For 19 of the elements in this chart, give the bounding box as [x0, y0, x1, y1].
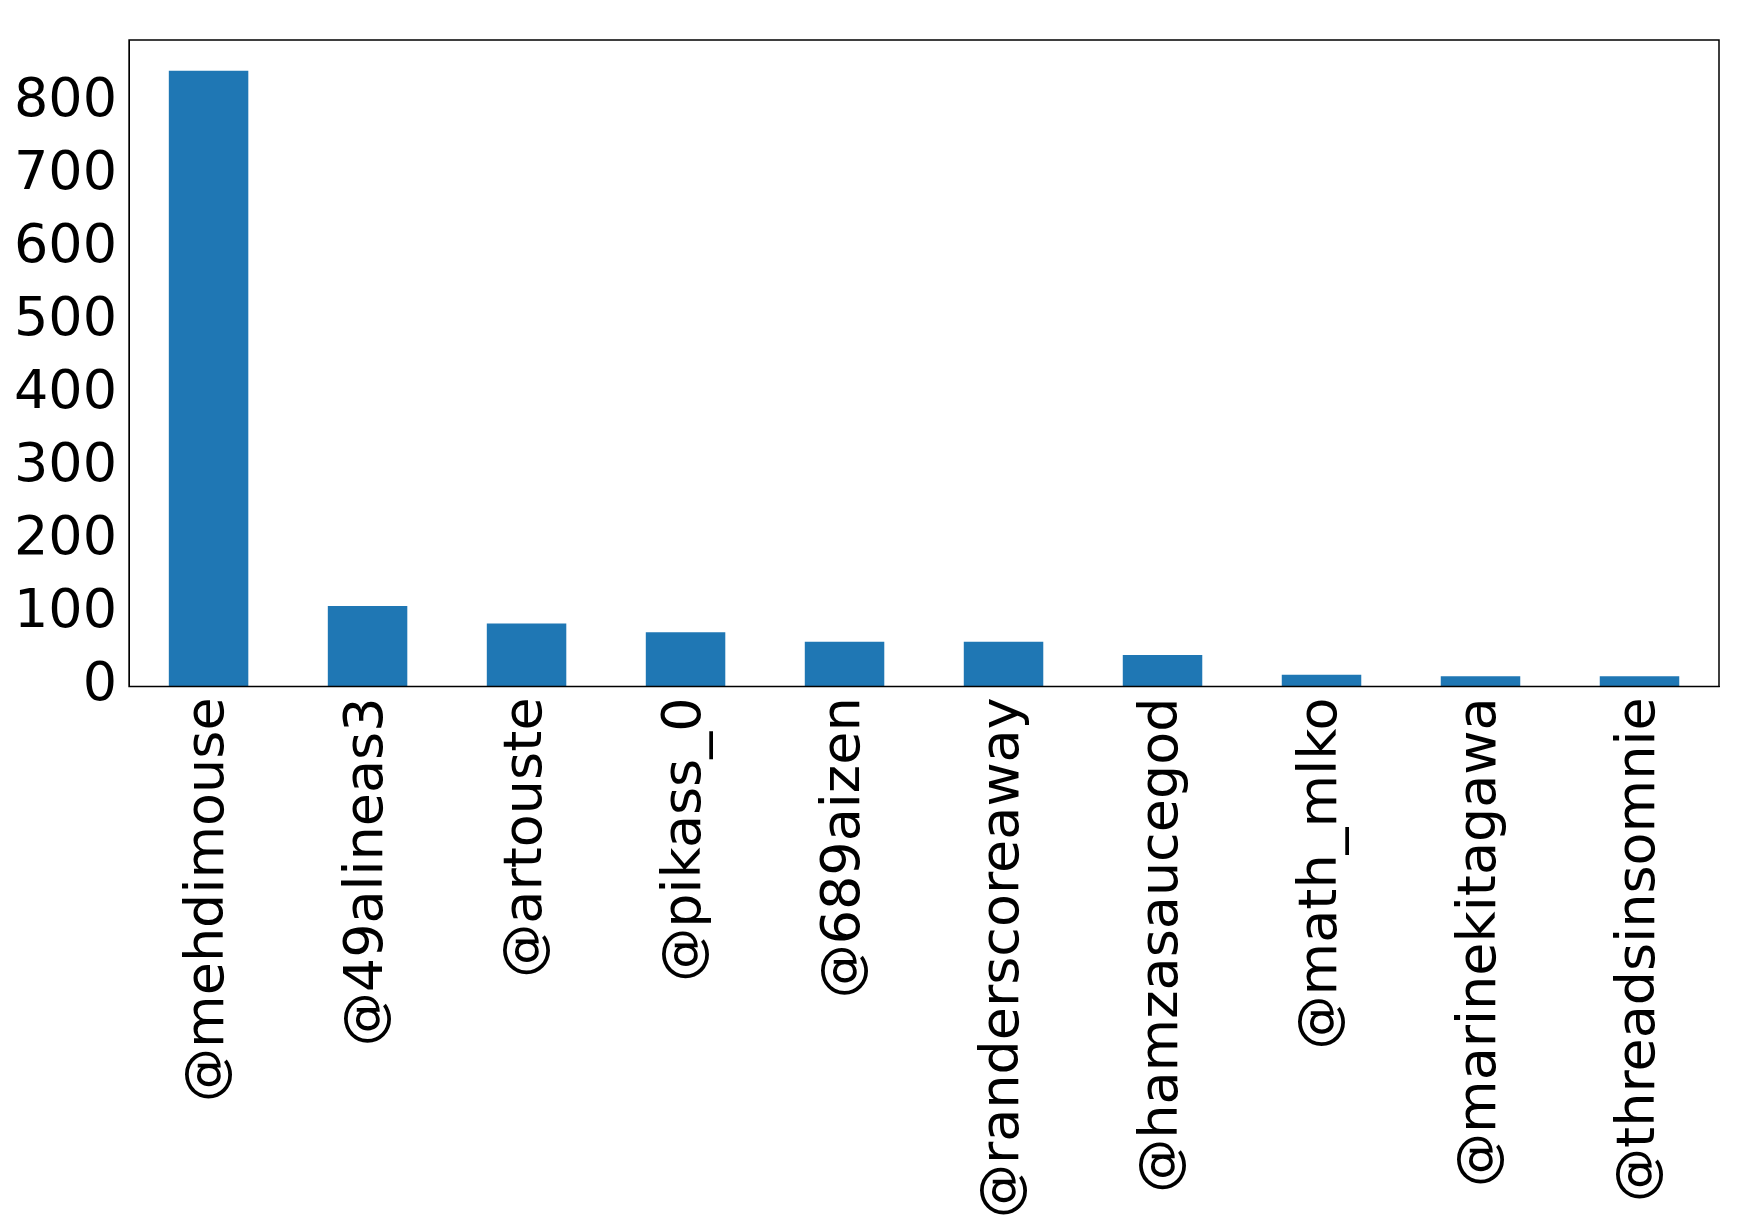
y-tick-label: 0: [82, 650, 118, 714]
x-tick-label: @marinekitagawa: [1444, 697, 1508, 1187]
x-tick-label: @randerscoreaway: [967, 697, 1031, 1218]
x-tick-label: @math_mlko: [1285, 697, 1349, 1050]
y-tick-label: 800: [13, 66, 118, 130]
x-tick-label: @artouste: [490, 697, 554, 978]
y-tick-label: 600: [13, 212, 118, 276]
x-tick-label: @hamzasaucegod: [1126, 697, 1190, 1193]
x-tick-label: @49alineas3: [331, 697, 395, 1047]
x-tick-label: @689aizen: [808, 697, 872, 999]
y-tick-label: 300: [13, 431, 118, 495]
x-tick-label: @mehdimouse: [172, 697, 236, 1102]
x-tick-label: @threadsinsomnie: [1603, 697, 1667, 1202]
x-tick-label: @pikass_0: [649, 697, 713, 982]
y-tick-label: 100: [13, 577, 118, 641]
y-tick-label: 700: [13, 139, 118, 203]
y-tick-label: 200: [13, 504, 118, 568]
y-tick-label: 400: [13, 358, 118, 422]
y-tick-label: 500: [13, 285, 118, 349]
